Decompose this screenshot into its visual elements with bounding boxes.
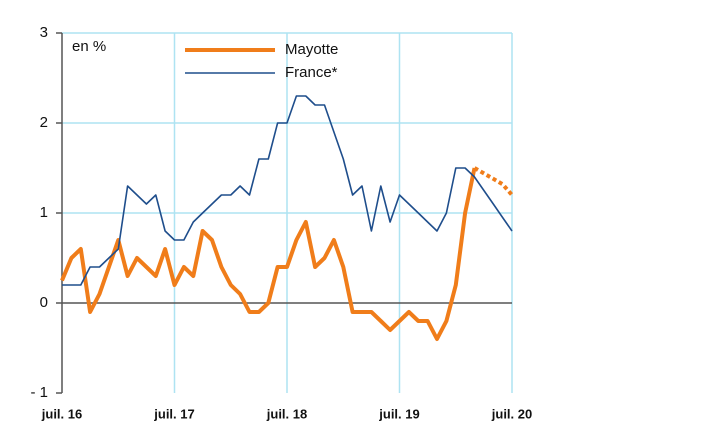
series-line [60, 167, 477, 341]
y-tick-label: 1 [40, 204, 48, 221]
series-line [62, 95, 513, 286]
y-tick-label: - 1 [30, 384, 48, 401]
x-tick-label: juil. 16 [41, 406, 82, 421]
legend-label: Mayotte [285, 41, 338, 58]
dashed-line [473, 166, 514, 197]
y-tick-label: 2 [40, 114, 48, 131]
x-tick-label: juil. 17 [153, 406, 194, 421]
x-tick-label: juil. 18 [266, 406, 307, 421]
unit-annotation: en % [72, 38, 106, 55]
x-tick-label: juil. 20 [491, 406, 532, 421]
y-tick-label: 0 [40, 294, 48, 311]
y-tick-label: 3 [40, 24, 48, 41]
x-tick-label: juil. 19 [378, 406, 419, 421]
legend-label: France* [285, 64, 338, 81]
